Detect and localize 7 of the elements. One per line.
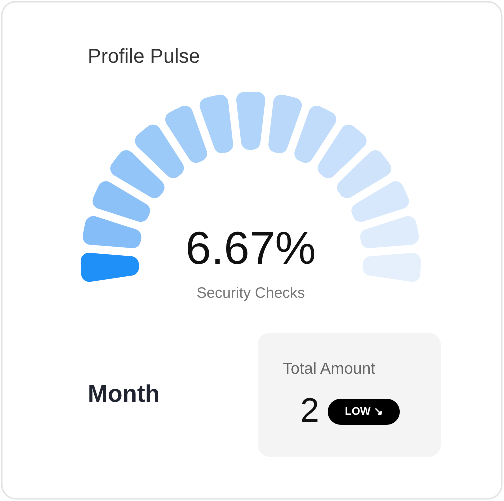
category-label: Security Checks bbox=[196, 285, 306, 302]
text: 2 bbox=[300, 392, 320, 430]
data-label: 6.67% bbox=[186, 222, 316, 274]
text: Total Amount bbox=[283, 361, 376, 378]
text: Profile Pulse bbox=[88, 46, 200, 68]
text: Month bbox=[88, 381, 160, 408]
text: LOW ↘ bbox=[345, 406, 383, 418]
